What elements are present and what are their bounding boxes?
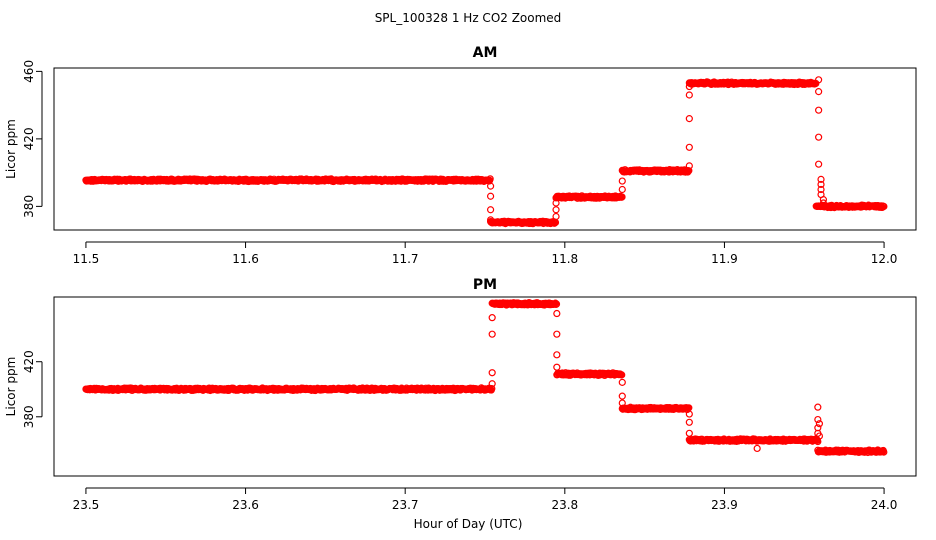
panel-title: PM — [473, 277, 497, 293]
y-axis-label: Licor ppm — [4, 119, 18, 179]
x-tick-label: 23.8 — [551, 498, 578, 512]
transition-point — [685, 162, 693, 170]
transition-point — [685, 143, 693, 151]
transition-point — [817, 180, 825, 189]
transition-point — [488, 314, 496, 322]
data-points — [82, 76, 888, 228]
transition-point — [817, 175, 825, 183]
transition-point — [815, 432, 824, 440]
transition-point — [552, 206, 560, 214]
panel-pm: PM 23.5 23.6 23.7 23.8 23.9 24.0 380 420 Licor pp… — [4, 277, 917, 512]
data-point — [488, 384, 496, 393]
transition-point — [486, 216, 495, 224]
transition-point — [685, 82, 693, 91]
transition-point — [817, 185, 825, 194]
data-point — [618, 193, 626, 201]
transition-point — [815, 420, 824, 428]
panel-title: AM — [473, 45, 498, 61]
transition-point — [488, 330, 496, 338]
x-tick-label: 11.8 — [551, 252, 578, 266]
x-tick-label: 11.5 — [73, 252, 100, 266]
transition-point — [553, 330, 561, 338]
transition-point — [488, 369, 496, 377]
x-tick-label: 23.6 — [232, 498, 259, 512]
transition-point — [618, 177, 626, 185]
transition-point — [815, 133, 823, 141]
transition-point — [685, 115, 693, 123]
data-points — [82, 299, 888, 457]
x-tick-label: 11.6 — [232, 252, 259, 266]
x-tick-label: 12.0 — [871, 252, 898, 266]
transition-point — [552, 199, 560, 207]
x-tick-label: 23.7 — [392, 498, 419, 512]
transition-point — [486, 182, 495, 190]
transition-point — [552, 212, 560, 221]
transition-point — [815, 106, 823, 114]
transition-point — [618, 392, 626, 400]
x-tick-label: 23.9 — [711, 498, 738, 512]
transition-point — [685, 418, 693, 426]
transition-point — [553, 351, 561, 359]
transition-point — [618, 378, 626, 386]
y-axis-label: Licor ppm — [4, 357, 18, 417]
transition-point — [685, 91, 693, 99]
transition-point — [553, 309, 561, 318]
x-tick-label: 24.0 — [871, 498, 898, 512]
x-tick-label: 11.9 — [711, 252, 738, 266]
transition-point — [618, 185, 626, 194]
panel-am: AM 11.5 11.6 11.7 11.8 11.9 12.0 380 420 460 Licor… — [4, 45, 917, 266]
x-tick-label: 23.5 — [73, 498, 100, 512]
transition-point — [815, 76, 823, 84]
x-tick-label: 11.7 — [392, 252, 419, 266]
transition-point — [753, 444, 761, 453]
transition-point — [815, 88, 823, 96]
data-point — [880, 448, 888, 456]
transition-point — [814, 403, 822, 411]
y-tick-label: 380 — [22, 405, 36, 428]
y-tick-label: 420 — [22, 350, 36, 373]
transition-point — [685, 429, 693, 437]
transition-point — [685, 410, 693, 418]
transition-point — [553, 363, 561, 371]
y-tick-label: 420 — [22, 127, 36, 150]
data-point — [685, 167, 693, 175]
data-point — [880, 202, 888, 211]
plot-frame — [53, 67, 917, 231]
data-point — [552, 300, 561, 308]
transition-point — [819, 196, 828, 204]
transition-point — [815, 160, 823, 168]
transition-point — [486, 206, 495, 214]
transition-point — [488, 380, 496, 388]
data-point — [618, 371, 626, 379]
transition-point — [819, 199, 828, 207]
y-tick-label: 460 — [22, 60, 36, 83]
plot-frame — [53, 296, 917, 477]
transition-point — [486, 192, 495, 200]
figure-title: SPL_100328 1 Hz CO2 Zoomed — [375, 11, 562, 25]
x-axis-label: Hour of Day (UTC) — [414, 517, 523, 531]
data-point — [486, 175, 494, 183]
transition-point — [618, 399, 626, 407]
transition-point — [814, 415, 822, 424]
y-tick-label: 380 — [22, 195, 36, 218]
